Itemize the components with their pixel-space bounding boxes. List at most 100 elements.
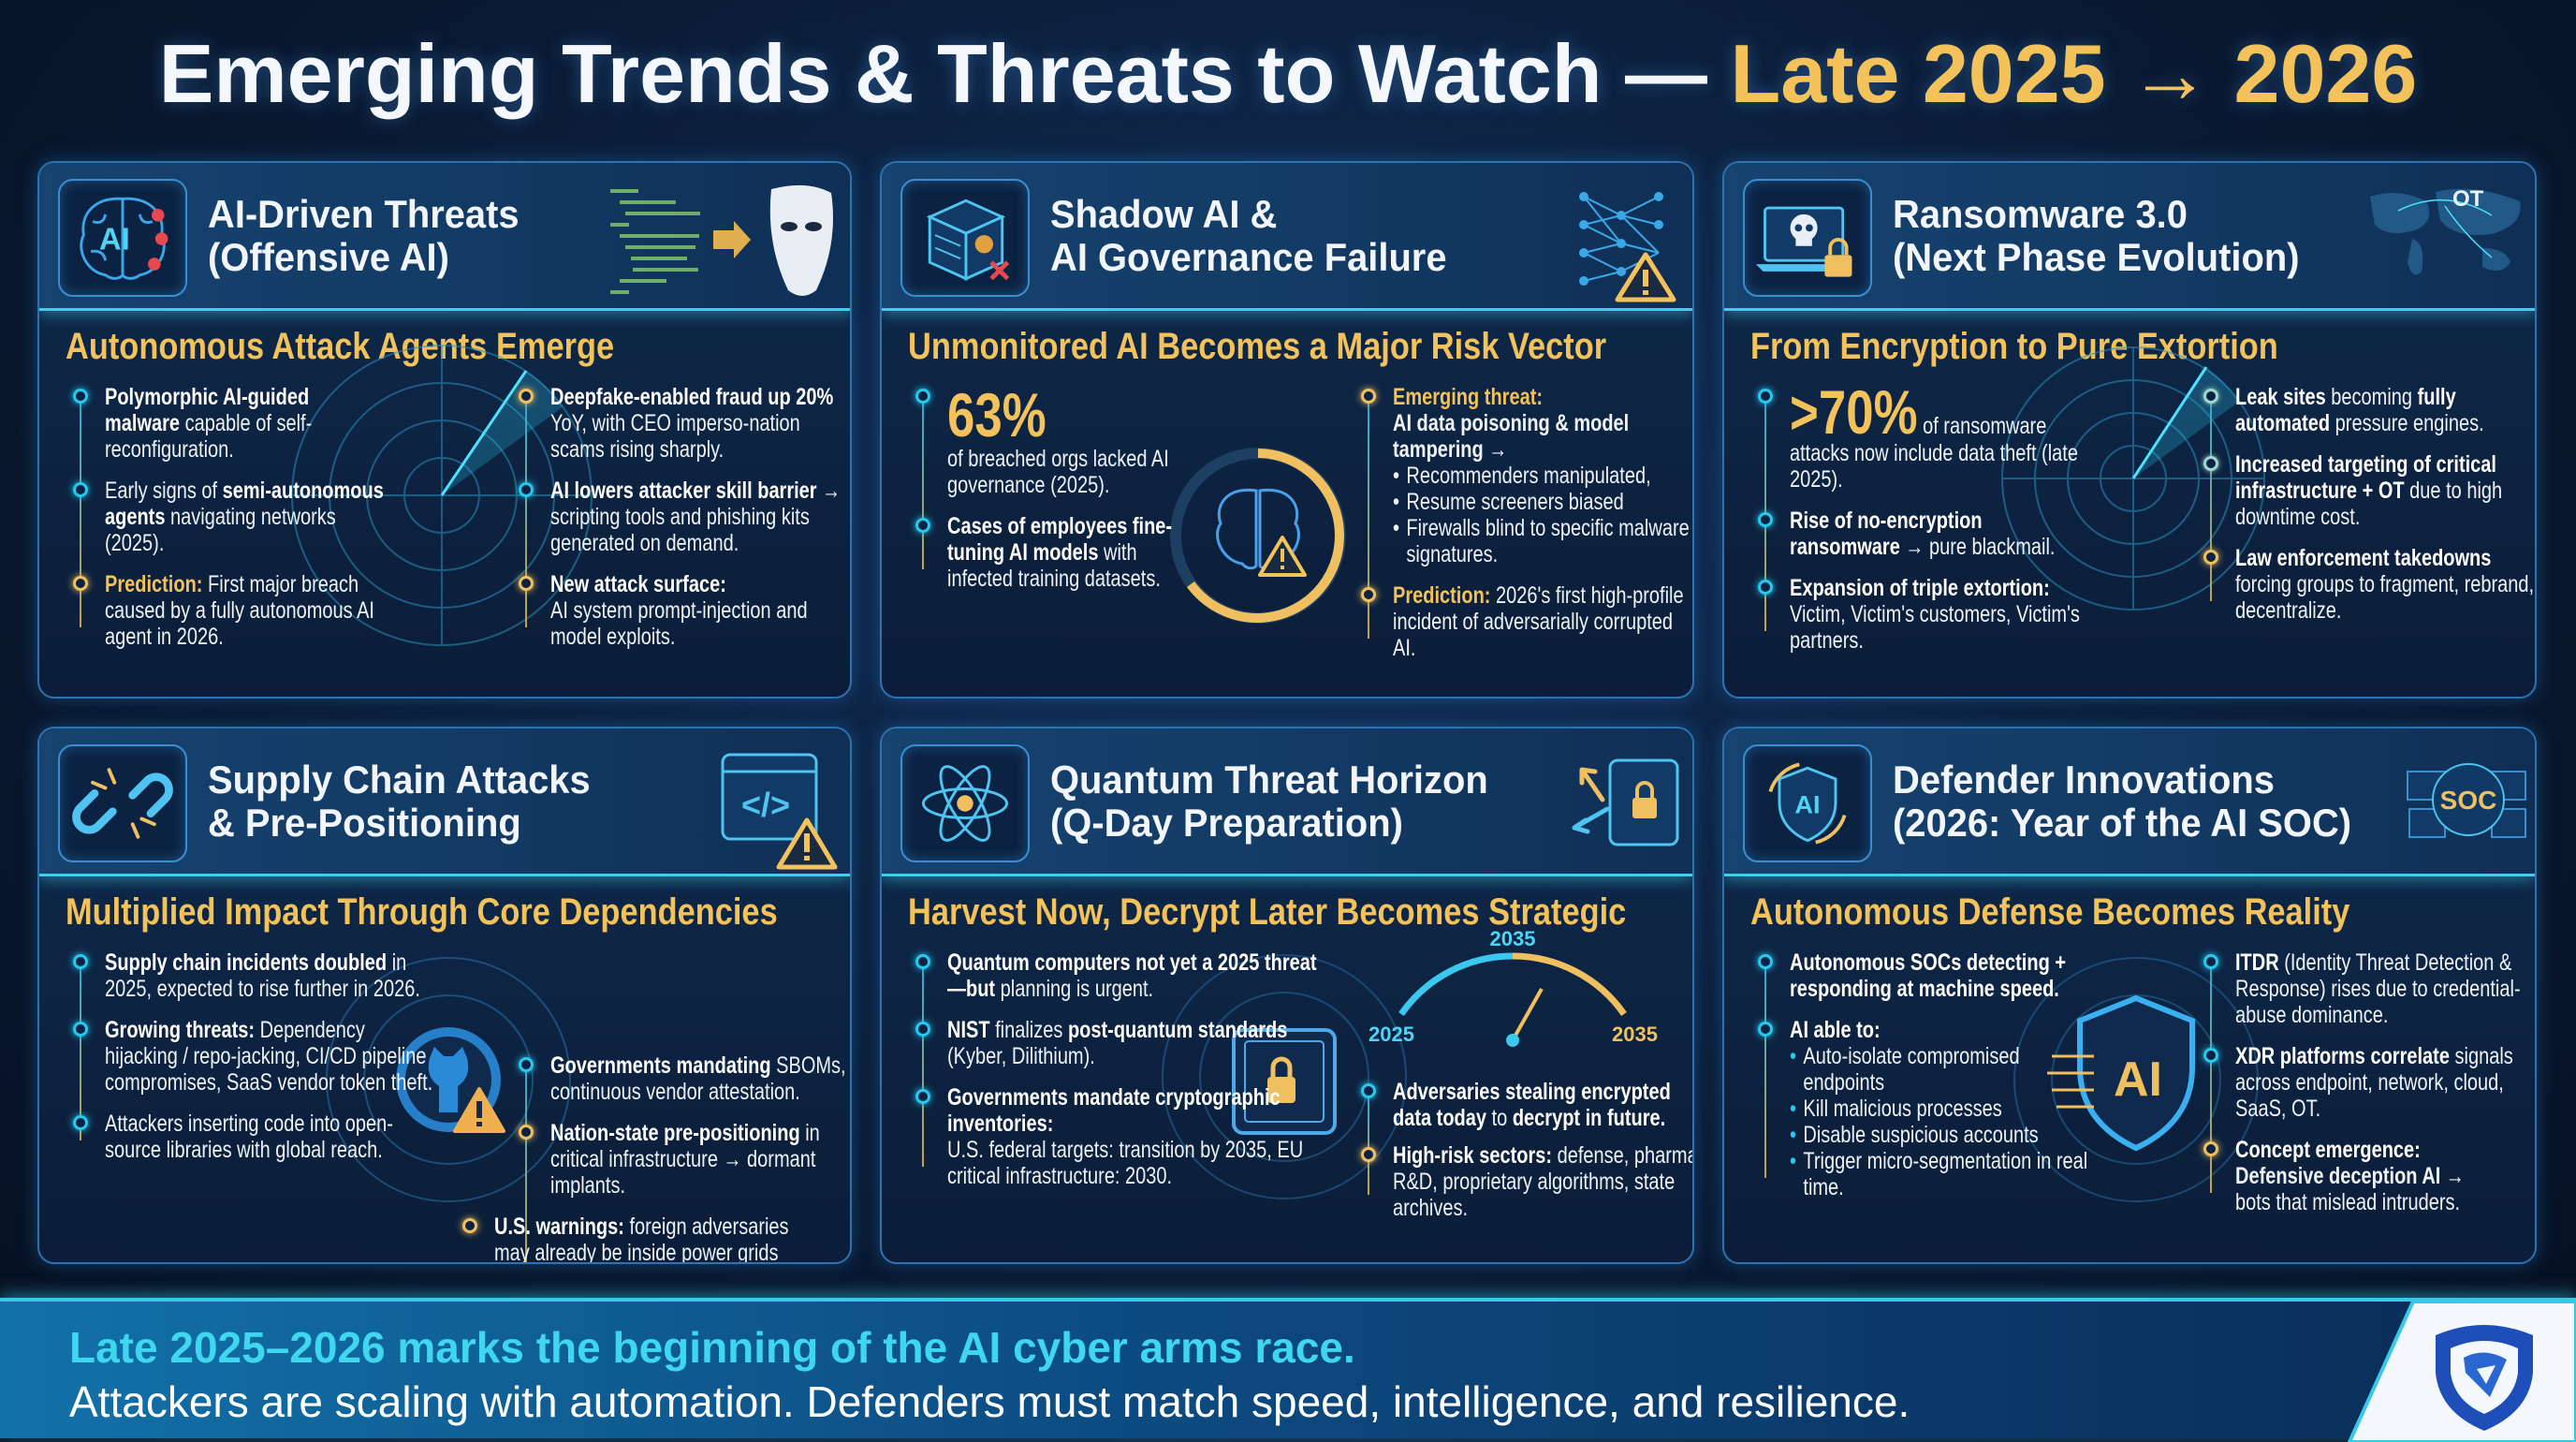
bullet-dot-icon <box>1758 580 1773 595</box>
right-column: Adversaries stealing encrypted data toda… <box>1361 1079 1694 1232</box>
panel-title-line: Quantum Threat Horizon <box>1050 758 1488 802</box>
soc-screens-icon: SOC <box>2407 763 2526 838</box>
panel-title-line: Defender Innovations <box>1893 758 2275 802</box>
broken-link-icon <box>58 744 187 862</box>
neural-network-warning-icon <box>1579 192 1676 302</box>
bullet-dot-icon <box>2203 456 2218 471</box>
panel-shadow-ai: Shadow AI & AI Governance Failure Unmonit… <box>880 161 1694 699</box>
bullet-item: Rise of no-encryption ransomware → pure … <box>1758 508 2164 560</box>
right-column: Leak sites becoming fully automated pres… <box>2203 384 2535 639</box>
bullet-text: Growing threats: Dependency hijacking / … <box>105 1017 434 1096</box>
bullet-item: Prediction: First major breach caused by… <box>73 571 456 650</box>
panel-title-line: AI-Driven Threats <box>208 192 520 236</box>
bullet-item: Attackers inserting code into open-sourc… <box>73 1111 517 1163</box>
bullet-dot-icon <box>2203 389 2218 404</box>
text-segment: Autonomous SOCs detecting + responding a… <box>1790 949 2067 1002</box>
text-segment: pressure engines. <box>2330 410 2484 436</box>
panel-title: Supply Chain Attacks & Pre-Positioning <box>208 758 591 845</box>
bullet-text: Leak sites becoming fully automated pres… <box>2235 384 2535 436</box>
page-title: Emerging Trends & Threats to Watch — Lat… <box>0 22 2576 125</box>
bullet-text: Deepfake-enabled fraud up 20% YoY, with … <box>550 384 846 463</box>
left-column: Quantum computers not yet a 2025 threat—… <box>915 949 1415 1204</box>
bullet-text: Governments mandating SBOMs, continuous … <box>550 1052 850 1105</box>
bullet-item: Growing threats: Dependency hijacking / … <box>73 1017 517 1096</box>
text-segment: signals across endpoint, network, cloud,… <box>2235 1043 2513 1122</box>
code-label: </> <box>741 786 790 824</box>
text-segment: Rise of no-encryption ransomware <box>1790 508 1983 560</box>
bullet-item: 63% of breached orgs lacked AI governance… <box>915 384 1256 498</box>
ot-label: OT <box>2452 186 2484 212</box>
bullet-item: Prediction: 2026's first high-profile in… <box>1361 582 1692 661</box>
text-segment: AI able to: <box>1790 1017 1881 1043</box>
panel-subtitle: From Encryption to Pure Extortion <box>1750 326 2278 367</box>
panel-title: Ransomware 3.0 (Next Phase Evolution) <box>1893 193 2300 279</box>
bullet-item: ITDR (Identity Threat Detection & Respon… <box>2203 949 2535 1028</box>
bullet-text: AI able to:Auto-isolate compromised endp… <box>1790 1017 2089 1200</box>
text-segment: YoY, with CEO imperso-nation scams risin… <box>550 410 800 463</box>
footer-tagline: Attackers are scaling with automation. D… <box>69 1377 1910 1426</box>
bullet-dot-icon <box>915 1022 930 1037</box>
bullet-dot-icon <box>915 389 930 404</box>
text-segment: planning is urgent. <box>995 976 1154 1002</box>
stat-value: 63% <box>947 380 1046 449</box>
bullet-dot-icon <box>1758 1022 1773 1037</box>
icon-ai-label: AI <box>99 222 130 257</box>
bullet-item: High-risk sectors: defense, pharma, R&D,… <box>1361 1142 1694 1221</box>
server-bug-icon <box>900 179 1030 297</box>
bullet-item: Deepfake-enabled fraud up 20% YoY, with … <box>519 384 850 463</box>
panel-supply-chain: Supply Chain Attacks & Pre-Positioning </… <box>37 727 852 1264</box>
text-segment: bots that mislead intruders. <box>2235 1189 2461 1215</box>
text-segment: Adversaries stealing encrypted data toda… <box>1393 1079 1671 1131</box>
bullet-item: New attack surface: AI system prompt-inje… <box>519 571 850 650</box>
bullet-text: New attack surface: AI system prompt-inje… <box>550 571 846 650</box>
panel-header: AI Defender Innovations (2026: Year of th… <box>1724 728 2535 876</box>
bullet-text: Prediction: First major breach caused by… <box>105 571 386 650</box>
bullet-text: Rise of no-encryption ransomware → pure … <box>1790 508 2089 560</box>
bullet-item: Emerging threat: AI data poisoning & mode… <box>1361 384 1692 567</box>
bullet-dot-icon <box>1758 512 1773 527</box>
code-window-warning-icon: </> <box>721 753 838 870</box>
right-column: Emerging threat: AI data poisoning & mode… <box>1361 384 1692 676</box>
title-accent: Late 2025 → 2026 <box>1730 27 2418 120</box>
bullet-text: ITDR (Identity Threat Detection & Respon… <box>2235 949 2535 1028</box>
bullet-dot-icon <box>519 1057 534 1072</box>
panel-ai-driven-threats: AI AI-Driven Threats (Offensive AI) Auton… <box>37 161 852 699</box>
text-segment: forcing groups to fragment, rebrand, dec… <box>2235 571 2535 624</box>
bullet-dot-icon <box>2203 954 2218 969</box>
text-segment: defense, pharma, R&D, proprietary algori… <box>1393 1142 1694 1221</box>
sub-bullet: Firewalls blind to specific malware sign… <box>1393 515 1692 567</box>
left-column: >70% of ransomware attacks now include d… <box>1758 381 2164 669</box>
panel-header: Quantum Threat Horizon (Q-Day Preparation… <box>882 728 1692 876</box>
panel-defender-innovations: AI Defender Innovations (2026: Year of th… <box>1722 727 2537 1264</box>
bullet-item: Adversaries stealing encrypted data toda… <box>1361 1079 1692 1131</box>
panel-subtitle: Harvest Now, Decrypt Later Becomes Strat… <box>908 891 1627 933</box>
bullet-item: AI lowers attacker skill barrier → scrip… <box>519 478 850 556</box>
skull-laptop-lock-icon <box>1743 179 1872 297</box>
bullet-item: Law enforcement takedowns forcing groups… <box>2203 545 2535 624</box>
text-segment: capable of self-reconfiguration. <box>105 410 313 463</box>
bullet-item: Supply chain incidents doubled in 2025, … <box>73 949 517 1002</box>
text-segment: Prediction: <box>105 571 203 597</box>
bullet-dot-icon <box>1758 954 1773 969</box>
panel-subtitle: Autonomous Defense Becomes Reality <box>1750 891 2350 933</box>
text-segment: Cases of employees fine-tuning AI models <box>947 513 1173 566</box>
text-segment: Increased targeting of critical infrastr… <box>2235 451 2496 504</box>
bullet-dot-icon <box>462 1218 477 1233</box>
panel-header: Ransomware 3.0 (Next Phase Evolution) OT <box>1724 163 2535 311</box>
panel-title-line: (Offensive AI) <box>208 235 449 279</box>
bullet-item: Quantum computers not yet a 2025 threat—… <box>915 949 1415 1002</box>
text-segment: Governments mandate cryptographic invent… <box>947 1084 1281 1137</box>
gauge-label-end: 2035 <box>1612 1023 1658 1046</box>
bullet-text: Governments mandate cryptographic invent… <box>947 1084 1322 1189</box>
text-segment: Polymorphic AI-guided malware <box>105 384 310 436</box>
bullet-text: Supply chain incidents doubled in 2025, … <box>105 949 434 1002</box>
text-segment: with infected training datasets. <box>947 539 1161 592</box>
right-column: ITDR (Identity Threat Detection & Respon… <box>2203 949 2535 1230</box>
footer-headline: Late 2025–2026 marks the beginning of th… <box>69 1323 1355 1372</box>
bullet-text: AI lowers attacker skill barrier → scrip… <box>550 478 846 556</box>
text-segment: decrypt in future. <box>1512 1105 1666 1131</box>
text-segment: 2026's first high-profile incident of ad… <box>1393 582 1684 661</box>
bullet-dot-icon <box>73 954 88 969</box>
sub-bullet: Kill malicious processes <box>1790 1096 2089 1122</box>
panel-subtitle: Multiplied Impact Through Core Dependenc… <box>66 891 778 933</box>
